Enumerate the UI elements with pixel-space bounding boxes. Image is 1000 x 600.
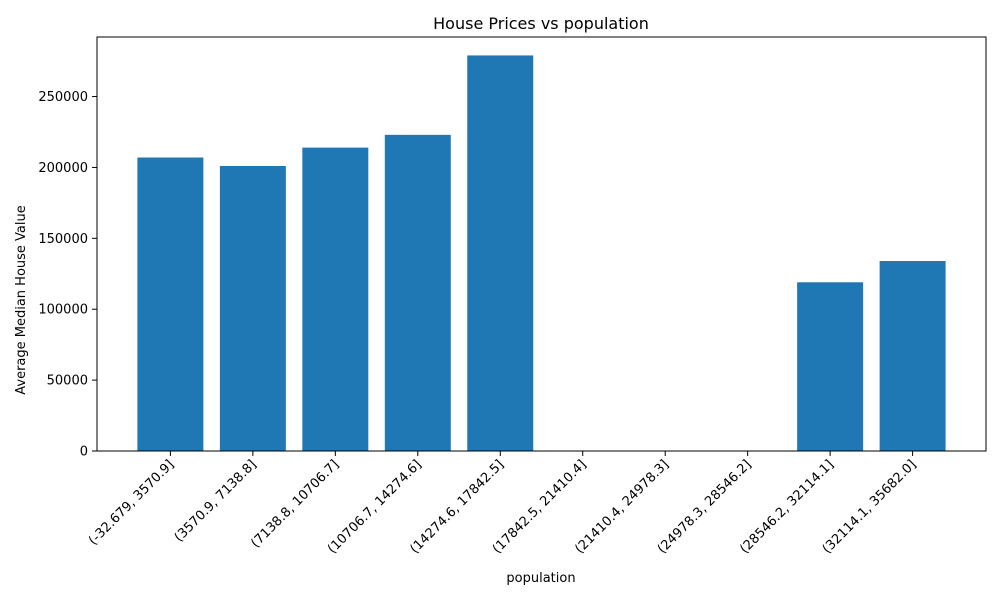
x-tick-label-4: (14274.6, 17842.5]	[407, 457, 507, 557]
x-tick-label-3: (10706.7, 14274.6]	[325, 457, 425, 557]
bar-4	[467, 55, 534, 452]
bar-3	[384, 134, 451, 451]
y-tick-label-5: 250000	[38, 90, 88, 105]
x-tick-label-5: (17842.5, 21410.4]	[490, 457, 590, 557]
x-tick-label-9: (32114.1, 35682.0]	[820, 457, 920, 557]
y-axis-title: Average Median House Value	[14, 205, 29, 395]
y-tick-label-3: 150000	[38, 232, 88, 247]
y-tick-label-0: 0	[80, 445, 88, 460]
x-axis-ticks: (-32.679, 3570.9](3570.9, 7138.8](7138.8…	[86, 451, 919, 557]
y-tick-label-2: 100000	[38, 303, 88, 318]
chart-title: House Prices vs population	[433, 14, 649, 33]
x-tick-label-8: (28546.2, 32114.1]	[737, 457, 837, 557]
bars-group	[137, 55, 946, 452]
x-axis-title: population	[506, 571, 575, 586]
plot-frame	[96, 36, 987, 452]
x-tick-label-0: (-32.679, 3570.9]	[86, 457, 177, 548]
y-axis-ticks: 0 50000 100000 150000 200000 250000	[38, 90, 97, 460]
x-tick-label-7: (24978.3, 28546.2]	[655, 457, 755, 557]
bar-2	[302, 147, 369, 451]
bar-0	[137, 157, 204, 451]
y-tick-label-4: 200000	[38, 161, 88, 176]
x-tick-label-6: (21410.4, 24978.3]	[572, 457, 672, 557]
bar-9	[879, 261, 946, 451]
bar-8	[797, 282, 864, 451]
x-tick-label-2: (7138.8, 10706.7]	[248, 457, 342, 551]
bar-1	[219, 166, 286, 451]
y-tick-label-1: 50000	[47, 374, 88, 389]
x-tick-label-1: (3570.9, 7138.8]	[172, 457, 260, 545]
